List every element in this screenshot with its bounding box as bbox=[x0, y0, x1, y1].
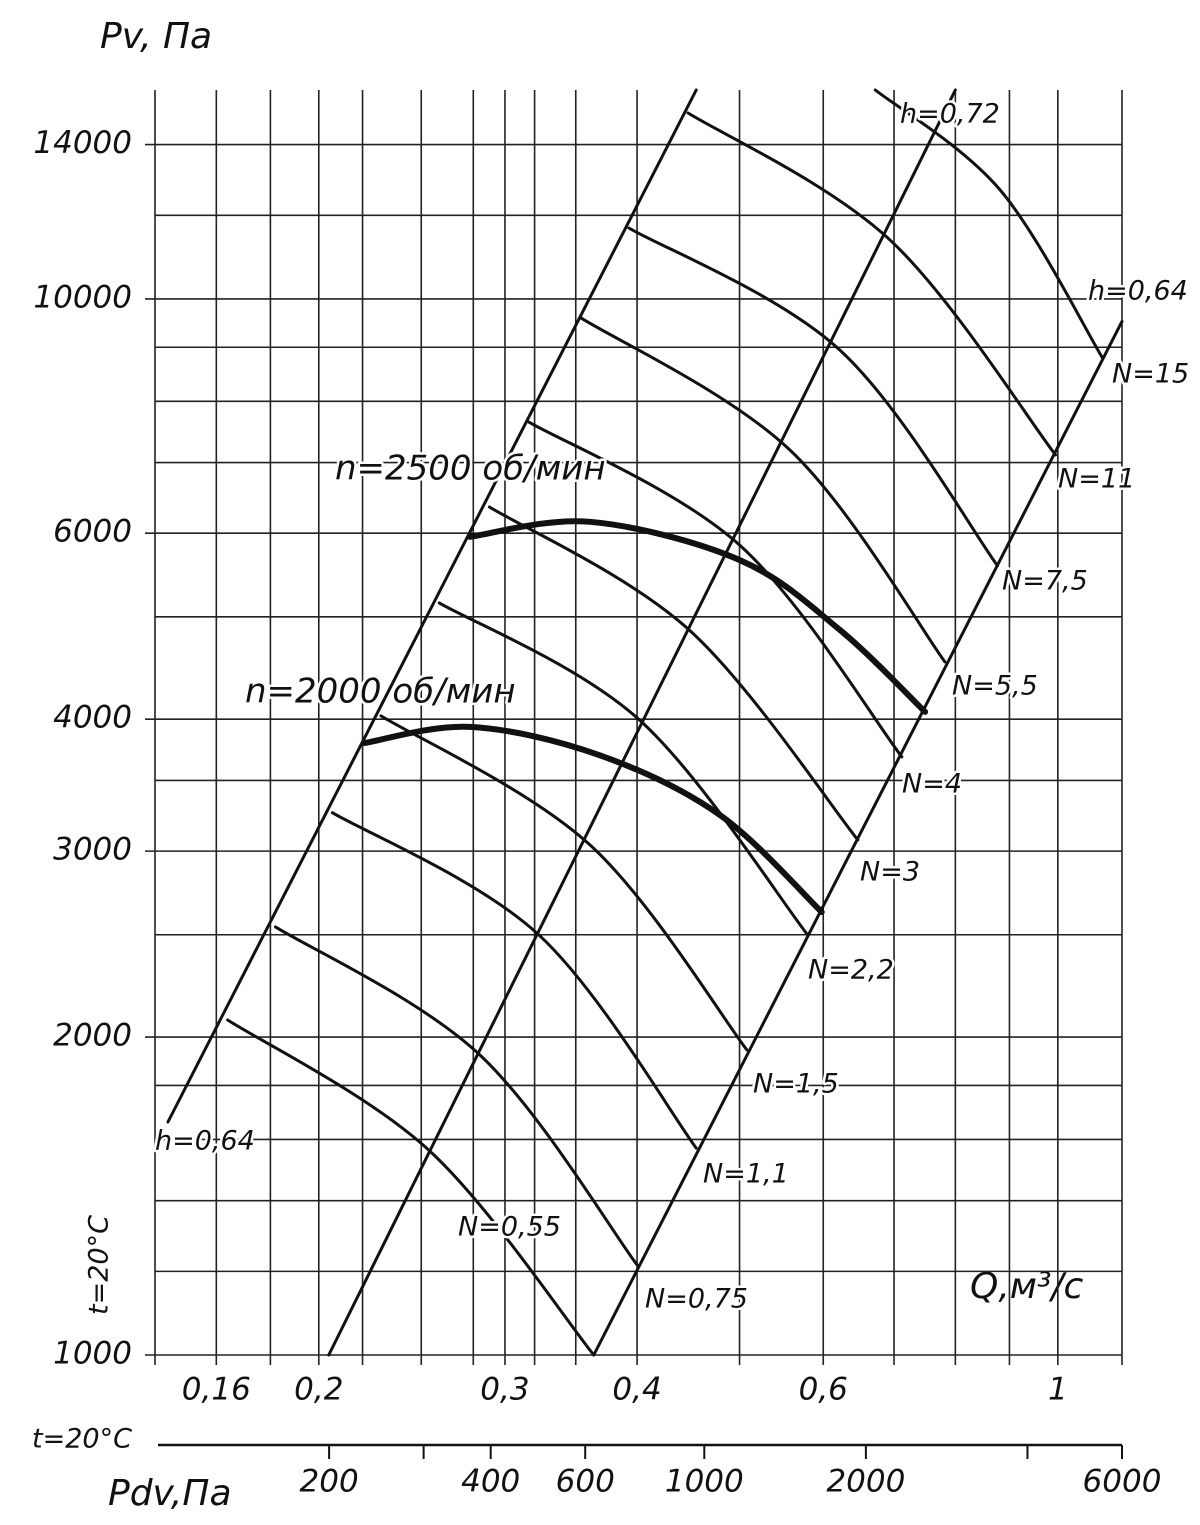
y-tick-label: 2000 bbox=[53, 1018, 132, 1054]
secondary-tick-label: 400 bbox=[461, 1464, 520, 1500]
y-tick-label: 3000 bbox=[53, 832, 132, 868]
secondary-tick-label: 600 bbox=[556, 1464, 615, 1500]
speed-curve bbox=[361, 723, 825, 916]
secondary-tick-label: 200 bbox=[300, 1464, 359, 1500]
power-curve bbox=[379, 714, 749, 1052]
secondary-axis-note: t=20°C bbox=[32, 1424, 132, 1455]
x-tick-label: 0,3 bbox=[480, 1372, 529, 1408]
power-curve bbox=[527, 420, 904, 759]
legend-label: N=0,55 bbox=[458, 1212, 561, 1243]
power-curve bbox=[627, 226, 1000, 568]
legend-label: N=5,5 bbox=[952, 671, 1038, 702]
power-curve bbox=[273, 925, 639, 1267]
x-tick-label: 0,4 bbox=[612, 1372, 661, 1408]
power-curve bbox=[873, 88, 1104, 360]
legend-label: N=1,5 bbox=[753, 1069, 839, 1100]
speed-label: n=2500 об/мин bbox=[335, 449, 606, 489]
efficiency-label: h=0,64 bbox=[155, 1126, 255, 1157]
legend-label: N=0,75 bbox=[645, 1284, 748, 1315]
power-curve bbox=[487, 505, 860, 842]
y-tick-label: 4000 bbox=[53, 700, 132, 736]
legend-label: N=1,1 bbox=[703, 1159, 789, 1190]
secondary-tick-label: 1000 bbox=[665, 1464, 744, 1500]
power-curve bbox=[686, 111, 1058, 457]
x-tick-label: 0,16 bbox=[182, 1372, 251, 1408]
power-curve bbox=[579, 316, 947, 664]
speed-label: n=2000 об/мин bbox=[245, 672, 516, 712]
secondary-tick-label: 6000 bbox=[1083, 1464, 1162, 1500]
chart-title: Pv, Па bbox=[100, 16, 212, 57]
power-curve bbox=[437, 601, 810, 937]
legend-label: N=4 bbox=[902, 769, 962, 800]
x-tick-label: 0,6 bbox=[799, 1372, 848, 1408]
x-axis-label: Q,м³/с bbox=[970, 1266, 1083, 1307]
secondary-tick-label: 2000 bbox=[826, 1464, 905, 1500]
power-curve bbox=[330, 811, 698, 1150]
power-curve bbox=[226, 1018, 596, 1357]
efficiency-label: h=0,64 bbox=[1088, 276, 1188, 307]
x-tick-label: 0,2 bbox=[294, 1372, 343, 1408]
y-tick-label: 6000 bbox=[53, 514, 132, 550]
speed-curve bbox=[466, 518, 929, 715]
y-tick-label: 14000 bbox=[33, 125, 132, 161]
y-tick-label: 10000 bbox=[33, 279, 132, 315]
x-tick-label: 1 bbox=[1048, 1372, 1068, 1408]
efficiency-line bbox=[166, 88, 698, 1124]
legend-label: N=11 bbox=[1058, 464, 1135, 495]
temperature-note: t=20°C bbox=[84, 1215, 115, 1315]
secondary-axis-label: Pdv,Па bbox=[108, 1473, 232, 1514]
legend-label: N=3 bbox=[860, 857, 920, 888]
legend-label: N=7,5 bbox=[1002, 566, 1088, 597]
legend-label: N=15 bbox=[1112, 359, 1189, 390]
efficiency-label: h=0,72 bbox=[900, 99, 1000, 130]
y-tick-label: 1000 bbox=[53, 1336, 132, 1372]
legend-label: N=2,2 bbox=[808, 955, 894, 986]
